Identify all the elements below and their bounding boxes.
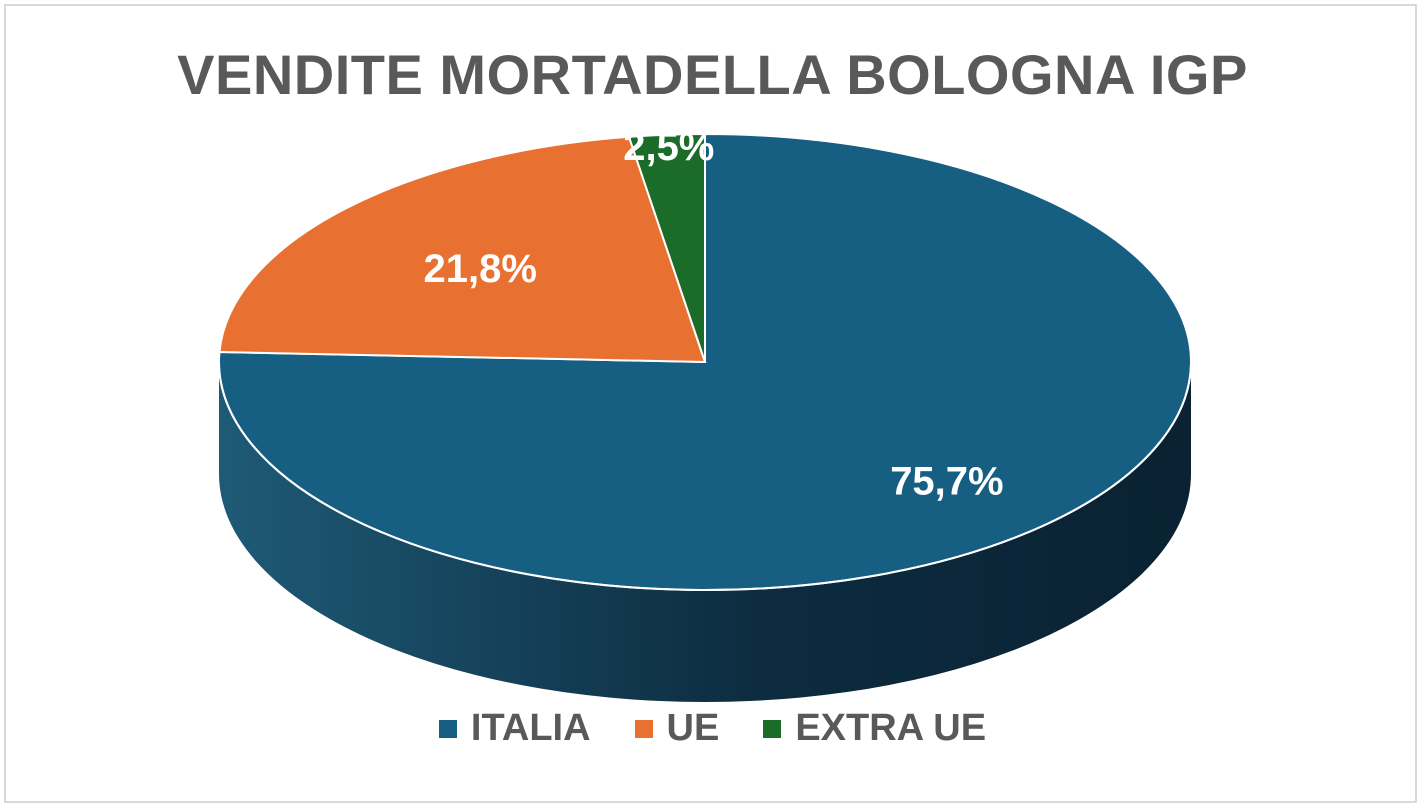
- data-label-ue: 21,8%: [423, 247, 536, 291]
- legend-swatch-ue: [634, 719, 653, 738]
- legend-swatch-extra-ue: [763, 719, 782, 738]
- data-label-extra-ue: 2,5%: [623, 125, 714, 169]
- pie-side-italia: [219, 362, 1191, 702]
- legend-item-ue: UE: [634, 707, 720, 750]
- legend-label-extra-ue: EXTRA UE: [795, 707, 987, 749]
- legend-item-extra-ue: EXTRA UE: [763, 707, 986, 750]
- chart-title: VENDITE MORTADELLA BOLOGNA IGP: [177, 43, 1248, 106]
- legend-label-italia: ITALIA: [470, 707, 591, 749]
- legend-item-italia: ITALIA: [438, 707, 591, 750]
- pie-rim: [218, 361, 1192, 591]
- pie-slice-extra-ue: [627, 132, 706, 363]
- pie-slice-ue: [218, 135, 707, 364]
- data-label-italia: 75,7%: [890, 460, 1003, 504]
- legend-label-ue: UE: [666, 707, 720, 749]
- legend: ITALIA UE EXTRA UE: [0, 707, 1425, 750]
- legend-swatch-italia: [438, 719, 457, 738]
